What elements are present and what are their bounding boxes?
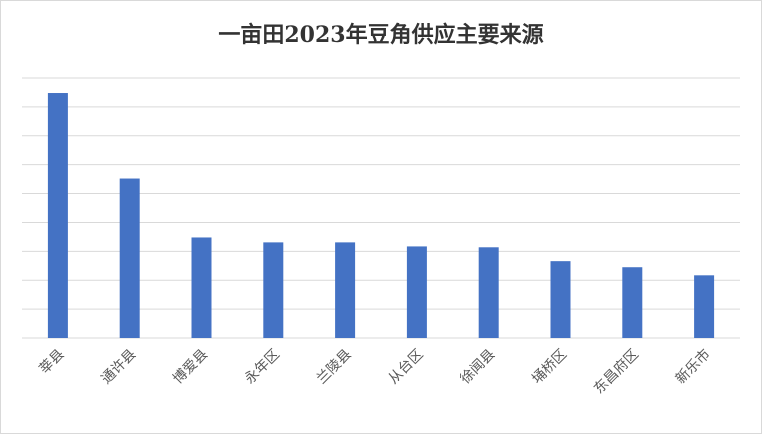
bar	[406, 246, 427, 338]
bar	[191, 237, 212, 338]
bar	[47, 93, 68, 339]
bar	[263, 242, 284, 338]
chart-title: 一亩田2023年豆角供应主要来源	[218, 22, 543, 48]
bar	[550, 261, 571, 338]
bar	[478, 247, 499, 338]
bar	[335, 242, 356, 338]
bar	[119, 178, 140, 338]
bar	[622, 267, 643, 338]
bar	[694, 275, 715, 338]
